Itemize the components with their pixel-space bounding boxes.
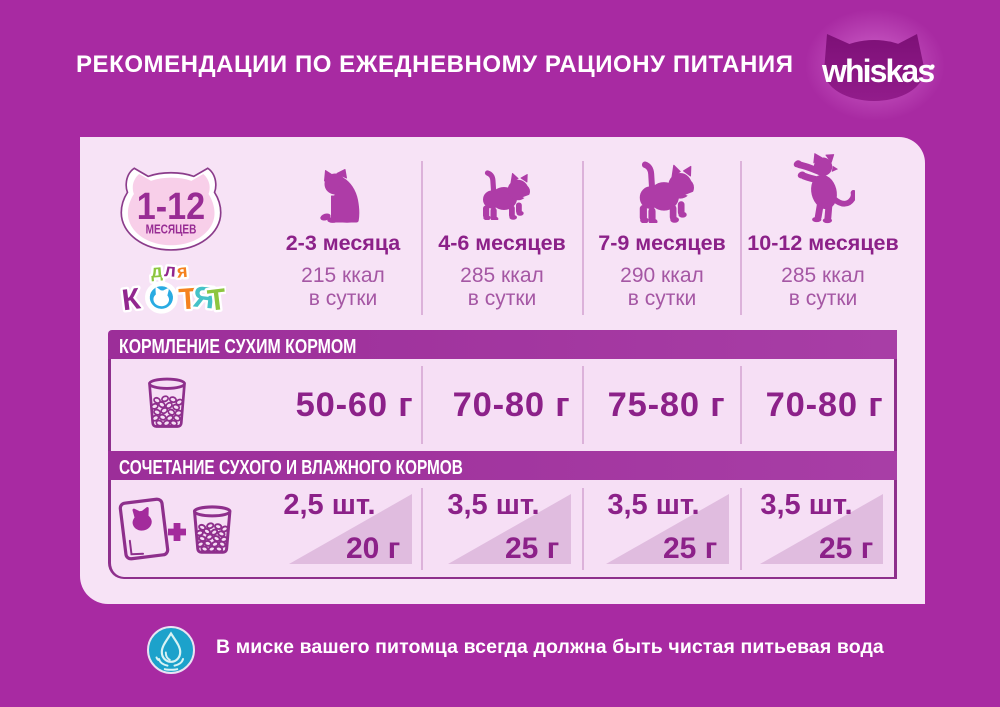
svg-text:я: я [175,260,188,282]
svg-text:МЕСЯЦЕВ: МЕСЯЦЕВ [146,221,197,236]
svg-text:1-12: 1-12 [137,185,205,228]
svg-text:Т: Т [206,283,226,317]
svg-text:К: К [120,282,143,317]
svg-text:д: д [150,260,164,282]
svg-text:whiskas: whiskas [821,53,934,89]
svg-text:л: л [164,259,177,281]
